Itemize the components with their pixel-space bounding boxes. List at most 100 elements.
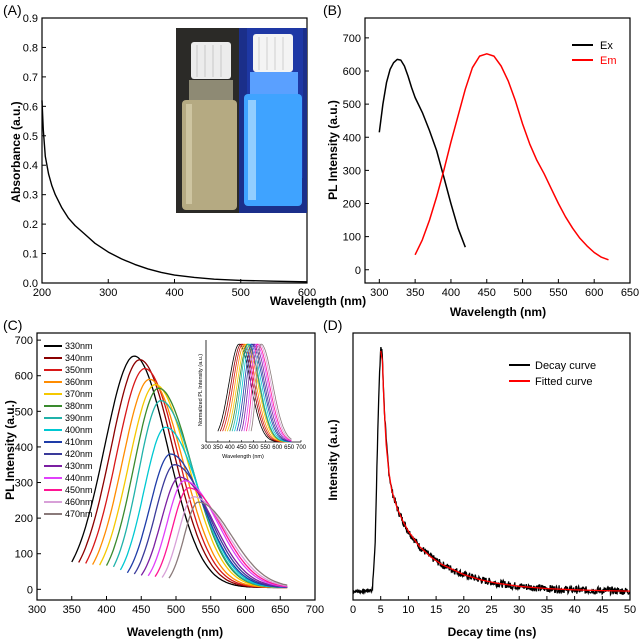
y-tick-label: 700 (343, 33, 361, 45)
panel-b-plot-area: 300 350 400 450 500 550 600 650 0 100 200 300 400 500… (343, 17, 639, 299)
x-tick-label: 400 (165, 287, 183, 299)
inset-xlabel: Wavelength (nm) (222, 454, 264, 460)
panel-b-xlabel: Wavelength (nm) (450, 305, 546, 319)
x-tick-label: 10 (402, 604, 414, 616)
series-decay-curve-line (352, 347, 631, 597)
legend-label: 360nm (65, 377, 93, 387)
x-tick-label: 300 (28, 604, 46, 616)
legend-label: 370nm (65, 389, 93, 399)
y-tick-label: 0.7 (23, 72, 38, 84)
x-tick-label: 50 (624, 604, 636, 616)
series-360nm-line (92, 378, 288, 589)
inset-series-420nm-line (238, 343, 292, 443)
inset-series-470nm-line (250, 343, 292, 440)
legend-label: 470nm (65, 509, 93, 519)
series-410nm-line (126, 453, 288, 588)
y-tick-label: 200 (15, 513, 33, 525)
x-tick-label: 45 (596, 604, 608, 616)
x-tick-label: 300 (370, 287, 388, 299)
right-vial-neck (250, 72, 298, 94)
series-fitted-curve-line (380, 350, 631, 592)
panel-d-legend: Decay curve Fitted curve (509, 360, 596, 388)
panel-a-xlabel: Wavelength (nm) (270, 294, 366, 308)
inset-series-390nm-line (231, 343, 292, 443)
legend-label-em: Em (600, 55, 617, 67)
x-tick-label: 450 (478, 287, 496, 299)
legend-label: 340nm (65, 353, 93, 363)
inset-x-tick-label: 300 (201, 445, 212, 451)
inset-x-tick-label: 400 (225, 445, 236, 451)
legend-label: 330nm (65, 341, 93, 351)
y-tick-label: 300 (343, 165, 361, 177)
legend-label-decay: Decay curve (535, 360, 596, 372)
y-tick-label: 300 (15, 478, 33, 490)
legend-label: 390nm (65, 413, 93, 423)
x-tick-label: 200 (33, 287, 51, 299)
inset-x-tick-label: 450 (237, 445, 248, 451)
y-tick-label: 100 (343, 232, 361, 244)
right-vial-liquid (244, 94, 302, 206)
inset-x-tick-label: 600 (272, 445, 283, 451)
left-vial-liquid (182, 100, 237, 210)
inset-series-360nm-line (224, 343, 292, 443)
panel-label-b: (B) (323, 2, 342, 18)
x-tick-label: 350 (406, 287, 424, 299)
y-tick-label: 0.5 (23, 131, 38, 143)
panel-d-plot-area: 0 5 10 15 20 25 30 35 40 45 50 (350, 332, 636, 616)
panel-d-xlabel: Decay time (ns) (448, 625, 537, 639)
x-tick-label: 30 (513, 604, 525, 616)
x-tick-label: 350 (63, 604, 81, 616)
x-tick-label: 650 (271, 604, 289, 616)
y-tick-label: 500 (15, 406, 33, 418)
inset-x-tick-label: 550 (260, 445, 271, 451)
legend-label: 440nm (65, 473, 93, 483)
inset-x-tick-label: 350 (213, 445, 224, 451)
x-tick-label: 0 (350, 604, 356, 616)
x-tick-label: 20 (458, 604, 470, 616)
inset-x-tick-label: 650 (284, 445, 295, 451)
series-em-line (414, 53, 609, 261)
panel-label-c: (C) (3, 317, 22, 333)
y-tick-label: 0.6 (23, 101, 38, 113)
panel-label-d: (D) (323, 317, 342, 333)
series-420nm-line (133, 464, 288, 588)
y-tick-label: 200 (343, 199, 361, 211)
series-460nm-line (161, 496, 288, 587)
x-tick-label: 650 (621, 287, 639, 299)
legend-label: 420nm (65, 449, 93, 459)
inset-series-440nm-line (243, 343, 292, 442)
legend-label: 350nm (65, 365, 93, 375)
y-tick-label: 100 (15, 549, 33, 561)
y-tick-label: 0 (27, 584, 33, 596)
inset-series-460nm-line (248, 343, 292, 441)
y-tick-label: 500 (343, 99, 361, 111)
series-470nm-line (168, 501, 288, 586)
x-tick-label: 600 (585, 287, 603, 299)
y-tick-label: 0.9 (23, 13, 38, 25)
y-tick-label: 400 (343, 132, 361, 144)
panel-a-vial-photo (176, 28, 307, 213)
y-tick-label: 0.8 (23, 42, 38, 54)
x-tick-label: 500 (232, 287, 250, 299)
panel-b: (B) PL Intensity (a.u.) Wavelength (nm) … (323, 2, 639, 319)
y-tick-label: 600 (343, 66, 361, 78)
absorbance-curve (41, 100, 308, 283)
x-tick-label: 40 (568, 604, 580, 616)
y-tick-label: 0.3 (23, 190, 38, 202)
panel-d-ylabel: Intensity (a.u.) (326, 419, 340, 500)
x-tick-label: 600 (236, 604, 254, 616)
series-430nm-line (140, 476, 288, 588)
legend-label-fitted: Fitted curve (535, 376, 592, 388)
y-tick-label: 0.2 (23, 219, 38, 231)
x-tick-label: 500 (167, 604, 185, 616)
x-tick-label: 400 (97, 604, 115, 616)
legend-label: 410nm (65, 437, 93, 447)
series-440nm-line (147, 480, 288, 588)
x-tick-label: 35 (541, 604, 553, 616)
y-tick-label: 0.0 (23, 278, 38, 290)
x-tick-label: 400 (442, 287, 460, 299)
legend-label: 400nm (65, 425, 93, 435)
x-tick-label: 300 (99, 287, 117, 299)
panel-c: (C) PL Intensity (a.u.) Wavelength (nm) … (3, 317, 324, 639)
panel-c-legend: 330nm 340nm 350nm 360nm 370nm 380nm 390nm 400nm… (44, 341, 93, 519)
